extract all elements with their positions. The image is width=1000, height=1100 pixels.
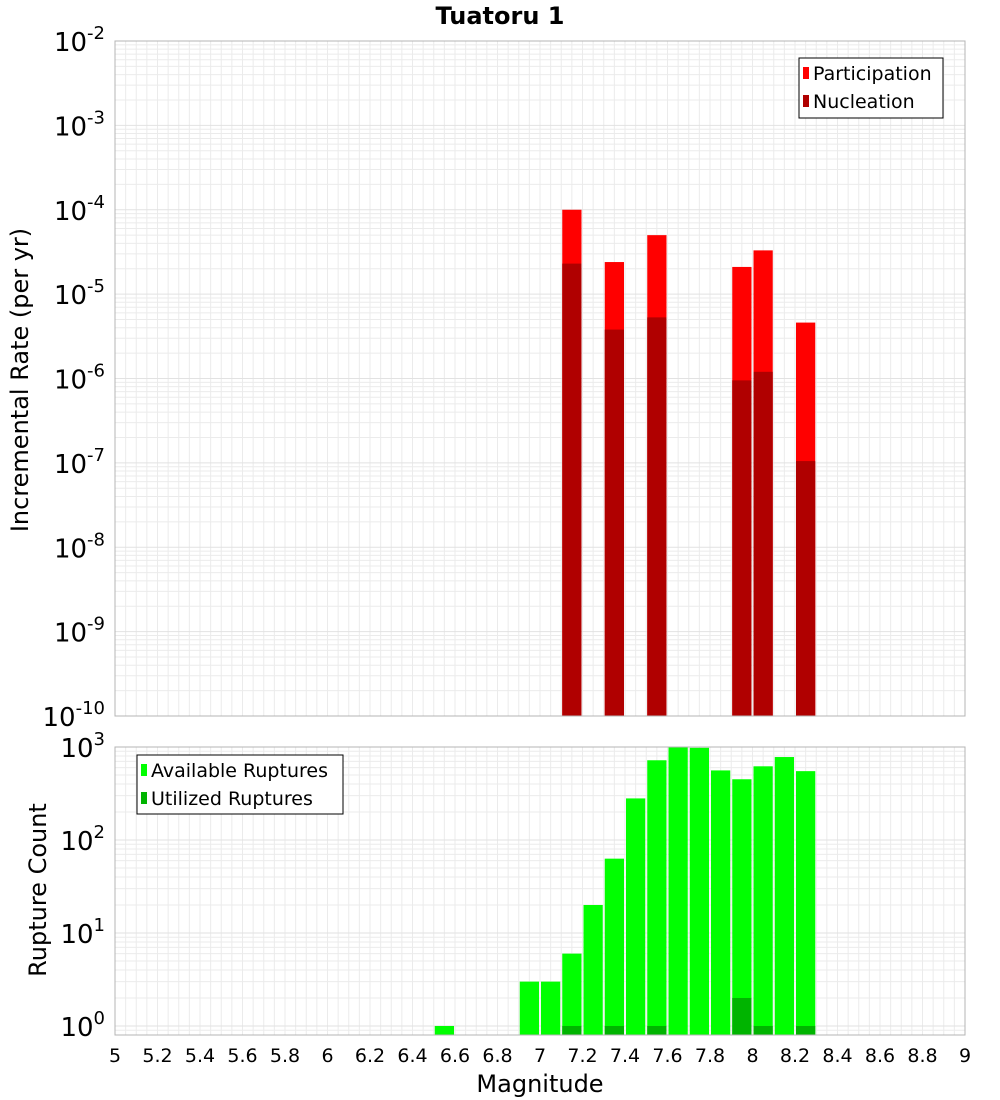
rate-y-tick-label: 10-6 — [54, 361, 105, 396]
count-bar-available-ruptures — [583, 904, 603, 1035]
rate-y-tick-label: 10-2 — [54, 23, 105, 58]
x-tick-label: 5.6 — [227, 1045, 257, 1067]
x-tick-label: 5.8 — [270, 1045, 300, 1067]
rate-bar-nucleation — [604, 329, 624, 716]
rate-legend-label: Nucleation — [813, 91, 915, 113]
x-tick-label: 8.6 — [865, 1045, 895, 1067]
x-tick-label: 7.2 — [567, 1045, 597, 1067]
rate-legend-swatch — [803, 95, 809, 107]
x-tick-label: 8.8 — [907, 1045, 937, 1067]
count-plot-frame — [114, 746, 966, 1036]
rate-bar-nucleation — [647, 317, 667, 716]
top-y-axis-label: Incremental Rate (per yr) — [6, 228, 34, 532]
count-bar-utilized-ruptures — [732, 997, 752, 1035]
x-tick-label: 7.8 — [695, 1045, 725, 1067]
rate-legend: Participation Nucleation — [798, 57, 944, 119]
count-y-tick-label: 102 — [60, 822, 105, 857]
x-tick-label: 7 — [534, 1045, 546, 1067]
count-bar-available-ruptures — [711, 770, 731, 1035]
rate-y-tick-label: 10-5 — [54, 276, 105, 311]
count-legend-box — [136, 754, 344, 815]
x-tick-label: 9 — [959, 1045, 971, 1067]
rate-y-tick-label: 10-4 — [54, 192, 105, 227]
x-axis-label: Magnitude — [476, 1070, 603, 1098]
count-bar-utilized-ruptures — [604, 1025, 624, 1035]
count-bar-available-ruptures — [434, 1025, 454, 1035]
rate-legend-label: Participation — [813, 63, 932, 85]
x-tick-label: 8.2 — [780, 1045, 810, 1067]
count-legend-swatch — [141, 792, 147, 804]
rate-legend-box — [798, 57, 944, 119]
x-tick-label: 8 — [746, 1045, 758, 1067]
x-tick-label: 6.2 — [355, 1045, 385, 1067]
count-y-tick-label: 103 — [60, 729, 105, 764]
count-bar-utilized-ruptures — [647, 1025, 667, 1035]
count-bar-available-ruptures — [689, 747, 709, 1035]
count-bar-available-ruptures — [732, 779, 752, 1035]
count-y-tick-label: 100 — [60, 1008, 105, 1043]
count-legend: Available Ruptures Utilized Ruptures — [136, 754, 344, 815]
rate-bar-nucleation — [796, 461, 816, 716]
rate-plot-frame — [114, 40, 966, 717]
rate-bar-nucleation — [732, 380, 752, 716]
x-tick-label: 5.2 — [142, 1045, 172, 1067]
count-legend-label: Utilized Ruptures — [151, 788, 313, 810]
count-bar-available-ruptures — [668, 747, 688, 1035]
count-bar-available-ruptures — [796, 771, 816, 1035]
x-tick-label: 5.4 — [185, 1045, 215, 1067]
x-tick-label: 6 — [321, 1045, 333, 1067]
x-tick-label: 6.6 — [440, 1045, 470, 1067]
rate-y-tick-label: 10-3 — [54, 107, 105, 142]
x-tick-label: 8.4 — [822, 1045, 852, 1067]
rate-y-tick-label: 10-9 — [54, 614, 105, 649]
count-bar-available-ruptures — [519, 981, 539, 1035]
count-y-tick-label: 101 — [60, 915, 105, 950]
count-legend-label: Available Ruptures — [151, 760, 328, 782]
count-legend-swatch — [141, 764, 147, 776]
count-bar-available-ruptures — [562, 953, 582, 1035]
x-tick-label: 5 — [109, 1045, 121, 1067]
count-bar-utilized-ruptures — [753, 1025, 773, 1035]
count-bar-utilized-ruptures — [796, 1025, 816, 1035]
rate-y-tick-label: 10-7 — [54, 445, 105, 480]
chart-title: Tuatoru 1 — [436, 2, 565, 30]
rate-bar-nucleation — [562, 263, 582, 716]
x-tick-label: 6.4 — [397, 1045, 427, 1067]
bottom-y-axis-label: Rupture Count — [24, 803, 52, 977]
count-bar-available-ruptures — [774, 757, 794, 1035]
count-bar-available-ruptures — [753, 766, 773, 1035]
count-bar-available-ruptures — [626, 798, 646, 1035]
x-tick-label: 6.8 — [482, 1045, 512, 1067]
rate-y-tick-label: 10-10 — [43, 698, 106, 733]
x-tick-label: 7.4 — [610, 1045, 640, 1067]
count-bar-available-ruptures — [604, 858, 624, 1035]
x-tick-label: 7.6 — [652, 1045, 682, 1067]
count-bar-available-ruptures — [541, 981, 561, 1035]
count-bar-available-ruptures — [647, 760, 667, 1035]
count-bar-utilized-ruptures — [562, 1025, 582, 1035]
rate-legend-swatch — [803, 67, 809, 79]
rate-y-tick-label: 10-8 — [54, 529, 105, 564]
rate-bar-nucleation — [753, 371, 773, 716]
